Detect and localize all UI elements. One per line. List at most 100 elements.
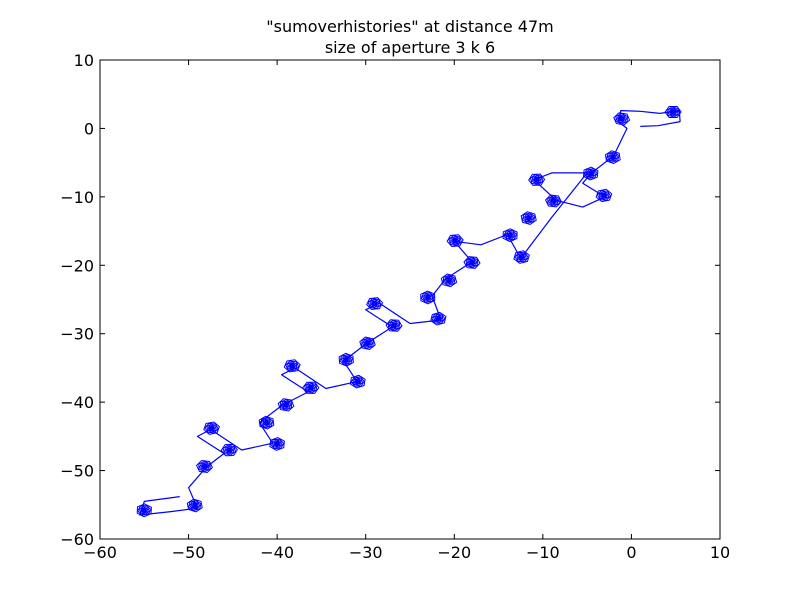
loop-ring [338,352,354,367]
loop-core [364,340,371,346]
loop-ring [544,194,563,208]
loop-ring [604,150,621,165]
loop-ring [615,113,628,125]
loop-ring [466,258,478,267]
loop-cluster [513,250,530,264]
loop-ring [517,253,526,261]
loop-cluster [604,150,621,165]
loop-ring [531,175,542,185]
loop-cluster [463,256,481,269]
loop-core [209,425,215,431]
loop-ring [448,235,463,247]
x-tick-label: 10 [710,543,730,562]
loop-core [610,154,616,160]
loop-ring [424,294,432,301]
loop-core [588,170,594,177]
loop-ring [668,109,678,115]
x-tick-label: −40 [260,543,294,562]
loop-core [469,259,475,266]
loop-cluster [385,319,403,332]
loop-core [343,357,349,363]
loop-cluster [582,166,599,181]
loop-ring [260,418,273,427]
x-tick-label: −50 [172,543,206,562]
loop-ring [349,374,366,389]
loop-cluster [595,188,613,203]
loop-ring [258,415,275,430]
loop-ring [451,237,460,244]
loop-ring [140,506,148,514]
loop-ring [304,382,318,394]
loop-cluster [269,436,285,451]
loop-ring [609,153,617,161]
loop-ring [520,211,537,225]
loop-ring [522,212,536,224]
loop-cluster [613,112,631,126]
loop-ring [350,376,365,387]
loop-ring [137,504,152,516]
loop-ring [430,311,447,326]
loop-ring [516,252,527,262]
loop-ring [273,440,281,448]
loop-core [526,215,532,221]
loop-ring [269,436,285,451]
loop-cluster [203,421,220,435]
loop-ring [198,460,211,473]
loop-ring [503,229,518,241]
loop-ring [617,115,626,123]
loop-ring [547,196,559,206]
loop-ring [666,106,680,118]
loop-ring [190,502,199,509]
loop-ring [136,503,152,518]
loop-ring [585,169,597,178]
loop-core [141,507,147,513]
loop-ring [340,355,352,364]
loop-ring [582,166,599,181]
loop-ring [514,251,529,263]
loop-ring [283,359,301,373]
chart-title: "sumoverhistories" at distance 47m [266,17,553,36]
y-tick-label: −20 [60,256,94,275]
loop-ring [138,505,150,515]
loop-ring [270,438,285,450]
loop-core [274,441,280,447]
loop-cluster [277,398,295,412]
loop-ring [613,112,631,126]
loop-core [452,238,458,244]
loop-ring [598,190,610,201]
loop-ring [225,447,234,454]
loop-core [263,420,270,426]
loop-ring [220,443,238,457]
plot-area [99,59,721,540]
loop-ring [443,276,455,285]
loop-ring [203,421,220,435]
loop-cluster [136,503,152,518]
loop-core [192,502,198,509]
loop-ring [367,298,382,310]
y-tick-label: −50 [60,462,94,481]
loop-ring [524,214,533,222]
loop-ring [271,439,283,449]
y-axis: −60 −50 −40 −30 −20 −10 0 10 [60,51,720,549]
loop-ring [288,362,297,370]
loop-ring [664,106,682,118]
loop-ring [446,234,464,248]
loop-ring [204,422,219,434]
loop-cluster [440,273,458,288]
loop-ring [547,195,560,207]
loop-ring [305,383,317,393]
chart-subtitle: size of aperture 3 k 6 [325,38,495,57]
loop-ring [583,168,598,179]
loop-ring [616,114,628,124]
loop-core [507,232,513,238]
loop-cluster [366,297,384,311]
x-tick-label: −10 [526,543,560,562]
loop-ring [596,190,612,201]
loop-core [289,363,295,369]
loop-cluster [349,374,366,389]
series-line [139,110,681,516]
loop-ring [600,192,608,199]
loop-ring [280,400,292,410]
x-tick-label: 0 [626,543,636,562]
loop-ring [586,170,595,177]
